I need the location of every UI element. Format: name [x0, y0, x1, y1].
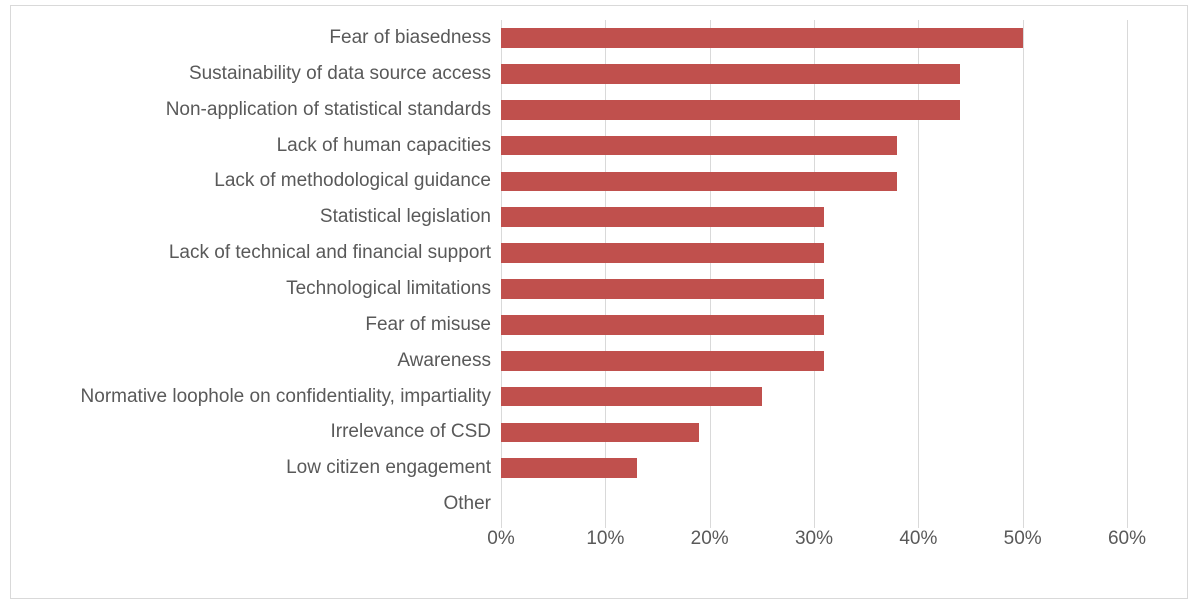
chart-row: Non-application of statistical standards	[21, 92, 1127, 128]
x-tick-label: 0%	[487, 528, 514, 550]
category-label: Low citizen engagement	[21, 457, 501, 479]
row-plot	[501, 163, 1127, 199]
bar	[501, 100, 960, 120]
x-axis-ticks: 0%10%20%30%40%50%60%	[501, 528, 1127, 558]
category-label: Sustainability of data source access	[21, 63, 501, 85]
bar	[501, 387, 762, 407]
plot-area: Fear of biasedness Sustainability of data…	[21, 20, 1127, 522]
x-axis: 0%10%20%30%40%50%60%	[21, 528, 1127, 558]
category-label: Technological limitations	[21, 278, 501, 300]
rows-area: Fear of biasedness Sustainability of data…	[21, 20, 1127, 522]
category-label: Fear of biasedness	[21, 27, 501, 49]
row-plot	[501, 128, 1127, 164]
gridline	[1127, 20, 1128, 522]
category-label: Lack of methodological guidance	[21, 170, 501, 192]
chart-row: Technological limitations	[21, 271, 1127, 307]
chart-row: Fear of misuse	[21, 307, 1127, 343]
category-label: Statistical legislation	[21, 206, 501, 228]
chart-frame: Fear of biasedness Sustainability of data…	[10, 5, 1188, 599]
chart-row: Awareness	[21, 343, 1127, 379]
chart-row: Other	[21, 486, 1127, 522]
x-tick-label: 50%	[1004, 528, 1042, 550]
category-label: Irrelevance of CSD	[21, 421, 501, 443]
row-plot	[501, 20, 1127, 56]
chart-row: Low citizen engagement	[21, 450, 1127, 486]
x-tick-label: 10%	[586, 528, 624, 550]
bar	[501, 351, 824, 371]
chart-row: Fear of biasedness	[21, 20, 1127, 56]
row-plot	[501, 271, 1127, 307]
category-label: Non-application of statistical standards	[21, 99, 501, 121]
chart-row: Irrelevance of CSD	[21, 414, 1127, 450]
row-plot	[501, 56, 1127, 92]
row-plot	[501, 379, 1127, 415]
x-tick-label: 20%	[691, 528, 729, 550]
bar	[501, 207, 824, 227]
bar	[501, 243, 824, 263]
bar	[501, 28, 1023, 48]
x-tick-label: 60%	[1108, 528, 1146, 550]
bar	[501, 172, 897, 192]
category-label: Awareness	[21, 350, 501, 372]
chart-row: Lack of methodological guidance	[21, 163, 1127, 199]
bar	[501, 458, 637, 478]
x-tick-label: 30%	[795, 528, 833, 550]
bar	[501, 315, 824, 335]
bar	[501, 136, 897, 156]
row-plot	[501, 343, 1127, 379]
row-plot	[501, 92, 1127, 128]
chart-row: Statistical legislation	[21, 199, 1127, 235]
chart-row: Sustainability of data source access	[21, 56, 1127, 92]
category-label: Lack of technical and financial support	[21, 242, 501, 264]
row-plot	[501, 414, 1127, 450]
category-label: Normative loophole on confidentiality, i…	[21, 386, 501, 408]
category-label: Lack of human capacities	[21, 135, 501, 157]
row-plot	[501, 307, 1127, 343]
row-plot	[501, 199, 1127, 235]
chart-row: Lack of human capacities	[21, 128, 1127, 164]
x-tick-label: 40%	[899, 528, 937, 550]
chart-row: Normative loophole on confidentiality, i…	[21, 379, 1127, 415]
bar	[501, 64, 960, 84]
bar	[501, 423, 699, 443]
row-plot	[501, 450, 1127, 486]
chart-row: Lack of technical and financial support	[21, 235, 1127, 271]
bar	[501, 279, 824, 299]
category-label: Fear of misuse	[21, 314, 501, 336]
category-label: Other	[21, 493, 501, 515]
row-plot	[501, 486, 1127, 522]
row-plot	[501, 235, 1127, 271]
